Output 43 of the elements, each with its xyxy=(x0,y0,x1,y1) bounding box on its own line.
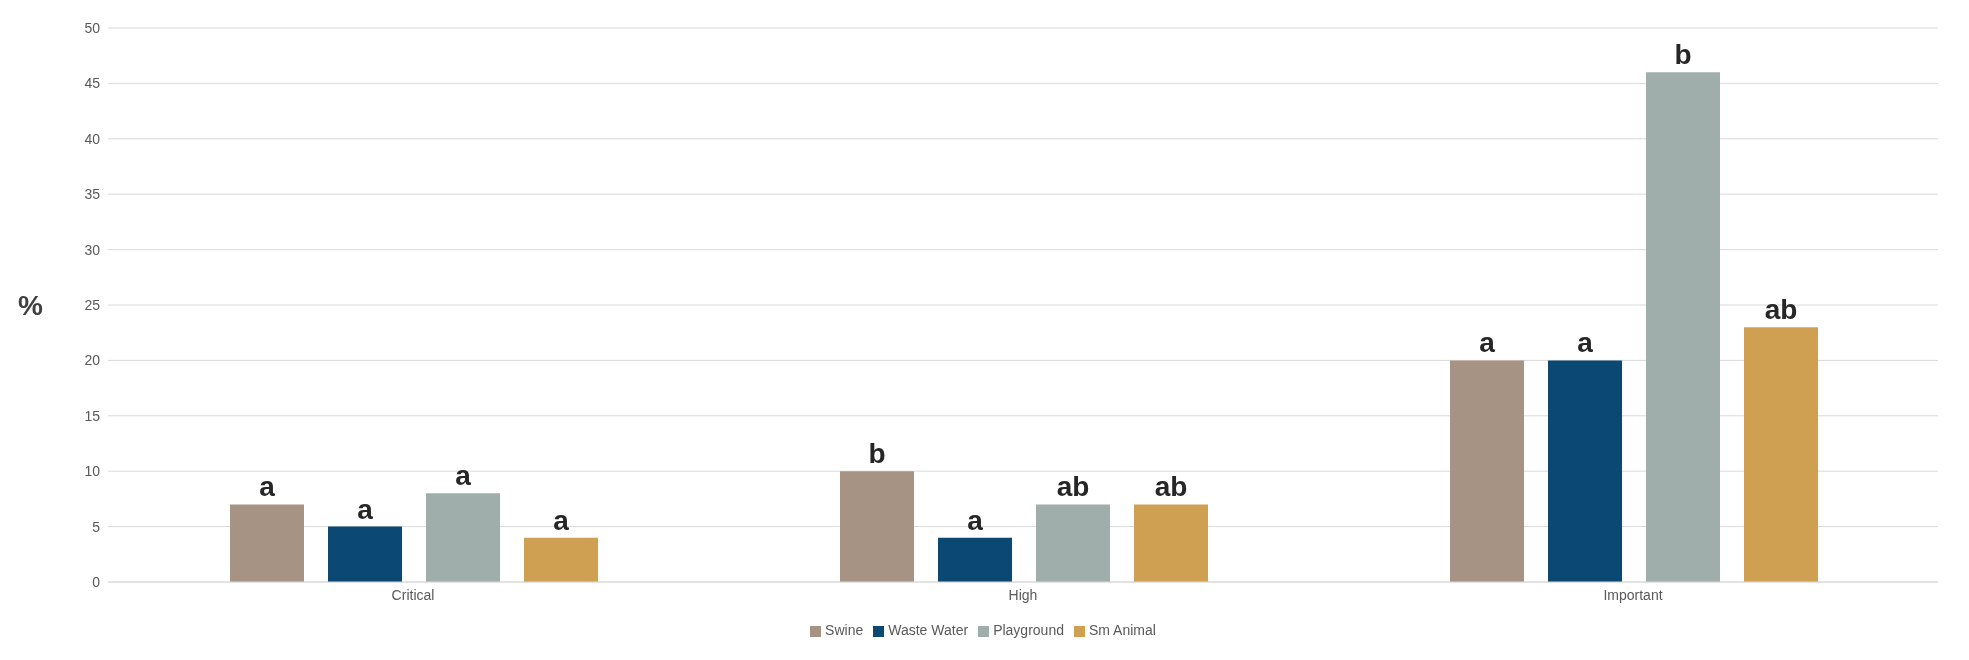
x-tick-label: High xyxy=(1008,586,1038,603)
bar xyxy=(1134,504,1208,582)
data-label: a xyxy=(357,493,374,525)
y-tick-label: 35 xyxy=(84,186,101,203)
bar xyxy=(524,537,598,582)
y-tick-label: 25 xyxy=(84,296,101,313)
data-label: a xyxy=(1479,327,1496,359)
bar xyxy=(328,526,402,582)
y-tick-label: 30 xyxy=(84,241,101,258)
bar xyxy=(840,471,914,582)
data-label: a xyxy=(455,460,472,492)
data-label: ab xyxy=(1764,294,1798,326)
bar xyxy=(1646,72,1720,582)
data-label: ab xyxy=(1154,471,1188,503)
bar xyxy=(426,493,500,582)
data-label: a xyxy=(1577,327,1594,359)
bar xyxy=(1450,360,1524,582)
legend-label: Playground xyxy=(993,622,1064,638)
bar xyxy=(1548,360,1622,582)
data-label: a xyxy=(553,504,570,536)
data-label: b xyxy=(1674,39,1692,71)
legend-label: Swine xyxy=(825,622,864,638)
legend-label: Waste Water xyxy=(888,622,969,638)
bar xyxy=(230,504,304,582)
y-tick-label: 15 xyxy=(84,407,101,424)
data-label: ab xyxy=(1056,471,1090,503)
y-tick-label: 20 xyxy=(84,352,101,369)
bar xyxy=(1036,504,1110,582)
y-tick-label: 10 xyxy=(84,463,101,480)
y-tick-label: 0 xyxy=(92,573,101,590)
data-label: a xyxy=(967,504,984,536)
y-axis-title: % xyxy=(18,289,43,321)
bar xyxy=(938,537,1012,582)
legend-label: Sm Animal xyxy=(1088,622,1156,638)
data-label: a xyxy=(259,471,276,503)
y-tick-label: 50 xyxy=(84,19,101,36)
x-tick-label: Critical xyxy=(391,586,435,603)
x-tick-label: Important xyxy=(1603,586,1663,603)
bar xyxy=(1744,327,1818,582)
y-tick-label: 40 xyxy=(84,130,101,147)
data-label: b xyxy=(868,438,886,470)
y-tick-label: 45 xyxy=(84,75,101,92)
y-tick-label: 5 xyxy=(92,518,101,535)
